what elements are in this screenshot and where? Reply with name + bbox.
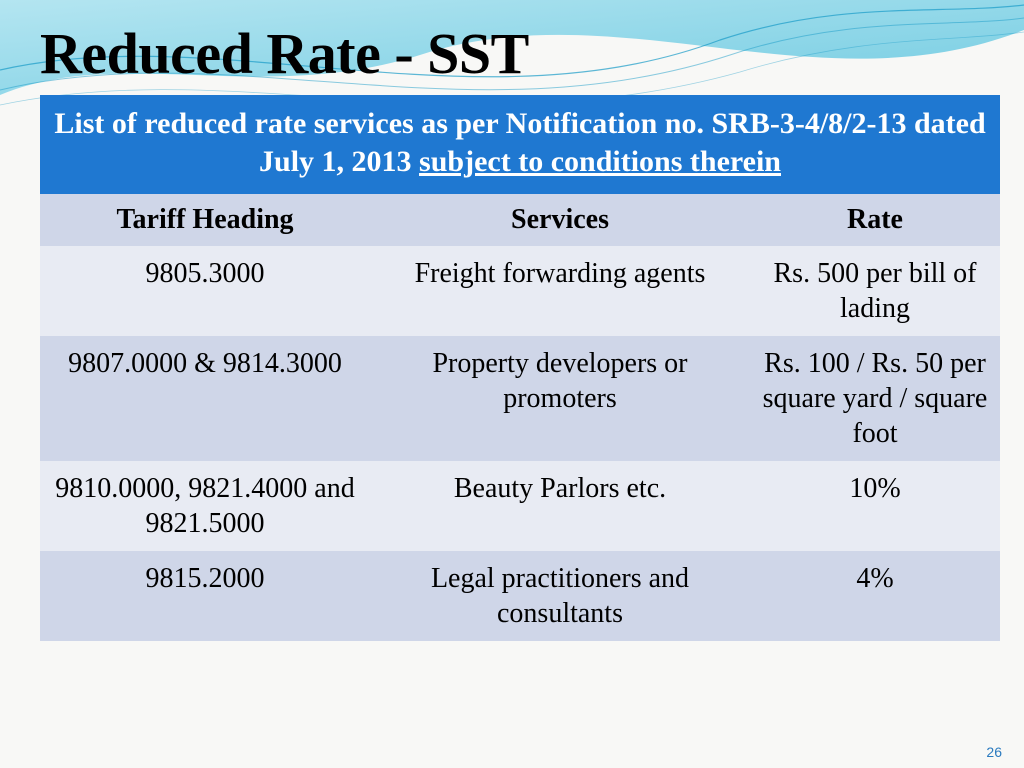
col-header-tariff: Tariff Heading — [40, 194, 370, 246]
rate-cell: Rs. 100 / Rs. 50 per square yard / squar… — [750, 336, 1000, 461]
service-cell: Property developers or promoters — [370, 336, 750, 461]
table-row: 9805.3000 Freight forwarding agents Rs. … — [40, 246, 1000, 336]
rates-table: List of reduced rate services as per Not… — [40, 95, 1000, 641]
col-header-rate: Rate — [750, 194, 1000, 246]
page-title: Reduced Rate - SST — [40, 20, 1004, 87]
col-header-service: Services — [370, 194, 750, 246]
tariff-cell: 9810.0000, 9821.4000 and 9821.5000 — [40, 461, 370, 551]
banner-underlined: subject to conditions therein — [419, 145, 781, 178]
service-cell: Legal practitioners and consultants — [370, 551, 750, 641]
page-number: 26 — [986, 744, 1002, 760]
rate-cell: Rs. 500 per bill of lading — [750, 246, 1000, 336]
service-cell: Beauty Parlors etc. — [370, 461, 750, 551]
table-header-row: Tariff Heading Services Rate — [40, 194, 1000, 246]
service-cell: Freight forwarding agents — [370, 246, 750, 336]
table-row: 9807.0000 & 9814.3000 Property developer… — [40, 336, 1000, 461]
table-row: 9810.0000, 9821.4000 and 9821.5000 Beaut… — [40, 461, 1000, 551]
tariff-cell: 9807.0000 & 9814.3000 — [40, 336, 370, 461]
rate-cell: 10% — [750, 461, 1000, 551]
table-row: 9815.2000 Legal practitioners and consul… — [40, 551, 1000, 641]
tariff-cell: 9815.2000 — [40, 551, 370, 641]
table-banner-row: List of reduced rate services as per Not… — [40, 95, 1000, 194]
rate-cell: 4% — [750, 551, 1000, 641]
tariff-cell: 9805.3000 — [40, 246, 370, 336]
